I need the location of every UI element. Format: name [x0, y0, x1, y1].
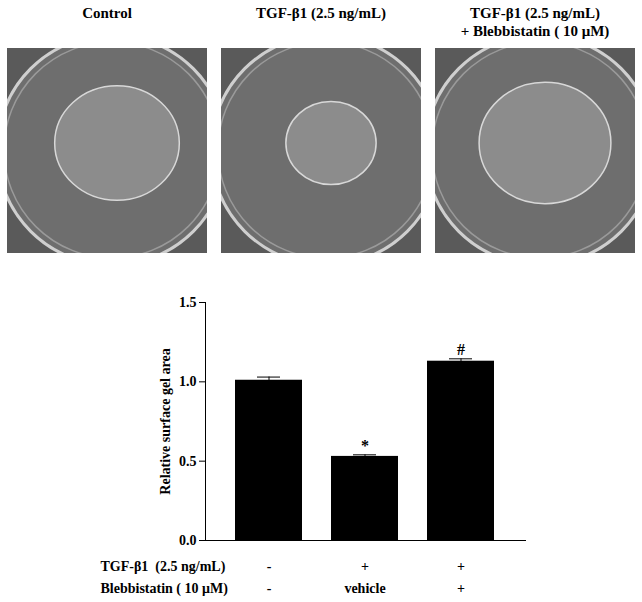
html-text:TGF-β1 (2.5 ng/mL): TGF-β1 (2.5 ng/mL): [256, 5, 386, 21]
html-text:Control: Control: [82, 5, 132, 21]
svg-text:+: +: [361, 559, 369, 574]
svg-text:TGF-β1 (2.5 ng/mL): TGF-β1 (2.5 ng/mL): [101, 559, 226, 575]
svg-text:Blebbistatin ( 10 μM): Blebbistatin ( 10 μM): [101, 581, 229, 597]
svg-text:*: *: [361, 437, 369, 454]
html-text:+ Blebbistatin ( 10 μM): + Blebbistatin ( 10 μM): [460, 23, 610, 39]
html-text:TGF-β1 (2.5 ng/mL): TGF-β1 (2.5 ng/mL): [470, 5, 600, 21]
svg-text:-: -: [267, 581, 272, 596]
svg-text:vehicle: vehicle: [344, 581, 385, 596]
svg-text:+: +: [457, 581, 465, 596]
svg-text:#: #: [457, 341, 465, 358]
svg-text:+: +: [457, 559, 465, 574]
svg-text:-: -: [267, 559, 272, 574]
svg-text:Relative surface gel area: Relative surface gel area: [158, 348, 173, 494]
svg-text:1.5: 1.5: [179, 295, 197, 310]
svg-text:1.0: 1.0: [179, 374, 197, 389]
svg-text:0.0: 0.0: [179, 533, 197, 548]
svg-text:0.5: 0.5: [179, 454, 197, 469]
